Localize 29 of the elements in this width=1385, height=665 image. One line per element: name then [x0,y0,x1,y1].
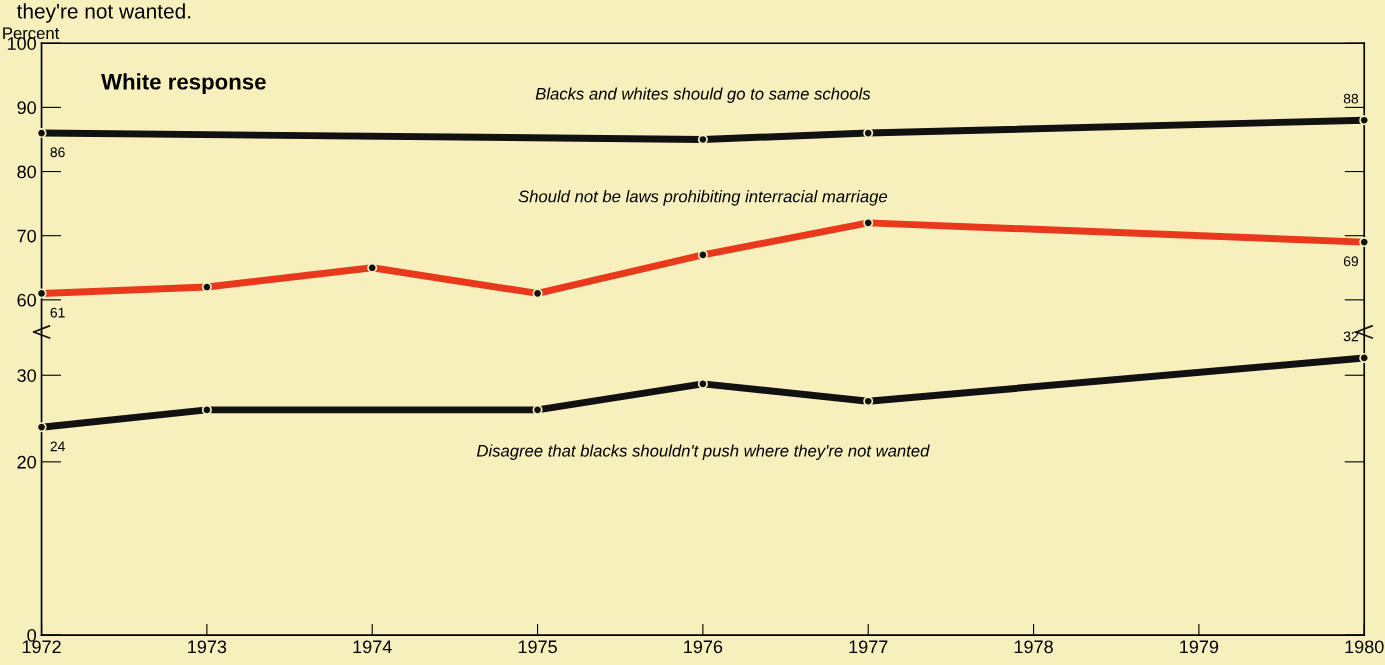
data-label: 61 [50,307,65,318]
y-tick-label: 80 [17,165,36,179]
y-tick-label: 30 [17,369,36,382]
x-tick-label: 1980 [1345,640,1384,654]
x-tick-label: 1972 [22,640,61,654]
y-tick-label: 20 [17,455,36,469]
x-tick-label: 1975 [518,640,557,654]
data-label: 88 [1343,93,1359,104]
x-tick-label: 1974 [353,640,392,654]
x-tick-label: 1977 [849,640,888,654]
y-axis-title: Percent [3,27,60,40]
annotation: White response [101,73,266,94]
text: Disagree that blacks shouldn't push where they're not wanted [476,444,930,460]
x-tick-label: 1976 [684,640,723,654]
data-label: 32 [1343,331,1358,342]
y-tick-label: 0 [27,629,36,642]
y-tick-label: 70 [17,229,36,243]
y-tick-label: 60 [17,293,36,307]
x-tick-label: 1973 [188,640,227,654]
chart-title: they're not wanted. [16,3,191,23]
y-tick-label: 90 [17,101,36,115]
y-tick-label: 100 [7,37,36,50]
data-label: 69 [1343,256,1359,267]
x-tick-label: 1978 [1014,640,1053,654]
data-label: 86 [50,147,65,158]
series-label: Should not be laws prohibiting interracial marriage [518,190,888,206]
series-label: Blacks and whites should go to same schools [535,87,871,103]
x-tick-label: 1979 [1180,640,1219,654]
data-label: 24 [50,441,65,452]
